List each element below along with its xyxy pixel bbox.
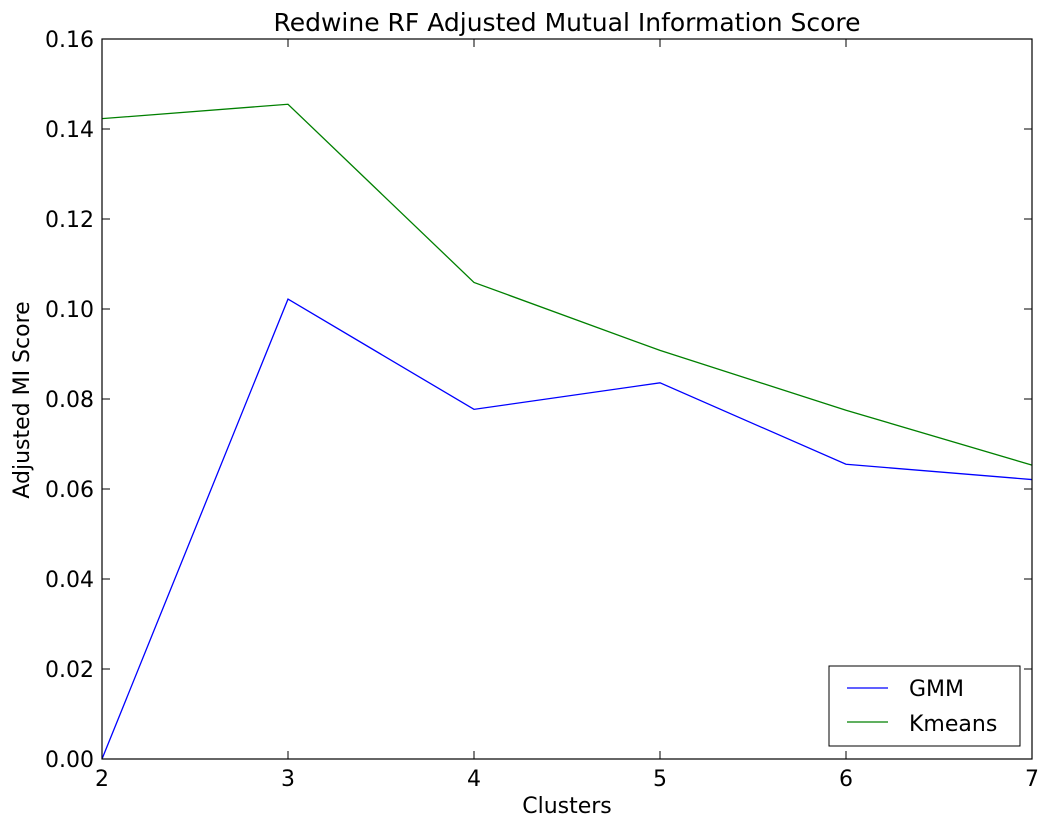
chart-title: Redwine RF Adjusted Mutual Information S… [273,8,860,37]
y-tick-label-3: 0.06 [45,478,94,503]
y-tick-label-5: 0.10 [45,298,94,323]
y-tick-label-0: 0.00 [45,748,94,773]
series-line-gmm [101,298,1033,760]
plot-frame [101,38,1033,760]
x-tick-label-4: 6 [839,767,853,792]
series-layer [101,103,1033,760]
x-tick-label-0: 2 [95,767,109,792]
legend-label-kmeans: Kmeans [909,712,997,737]
x-tick-label-2: 4 [467,767,481,792]
y-tick-label-8: 0.16 [45,28,94,53]
series-line-kmeans [101,103,1033,466]
legend: GMM Kmeans [828,665,1021,747]
ticks-layer: 2 3 4 5 6 7 0.00 0.02 0.04 0.06 0.08 0.10 0.12 0.14 0.… [45,28,1039,792]
y-tick-label-2: 0.04 [45,568,94,593]
x-tick-label-1: 3 [281,767,295,792]
y-axis-label: Adjusted MI Score [10,301,35,498]
x-tick-label-3: 5 [653,767,667,792]
x-tick-label-5: 7 [1025,767,1039,792]
y-tick-label-7: 0.14 [45,118,94,143]
y-tick-label-6: 0.12 [45,208,94,233]
y-tick-label-1: 0.02 [45,658,94,683]
legend-box [828,665,1021,747]
x-axis-label: Clusters [522,794,612,819]
y-tick-label-4: 0.08 [45,388,94,413]
legend-label-gmm: GMM [909,677,964,702]
